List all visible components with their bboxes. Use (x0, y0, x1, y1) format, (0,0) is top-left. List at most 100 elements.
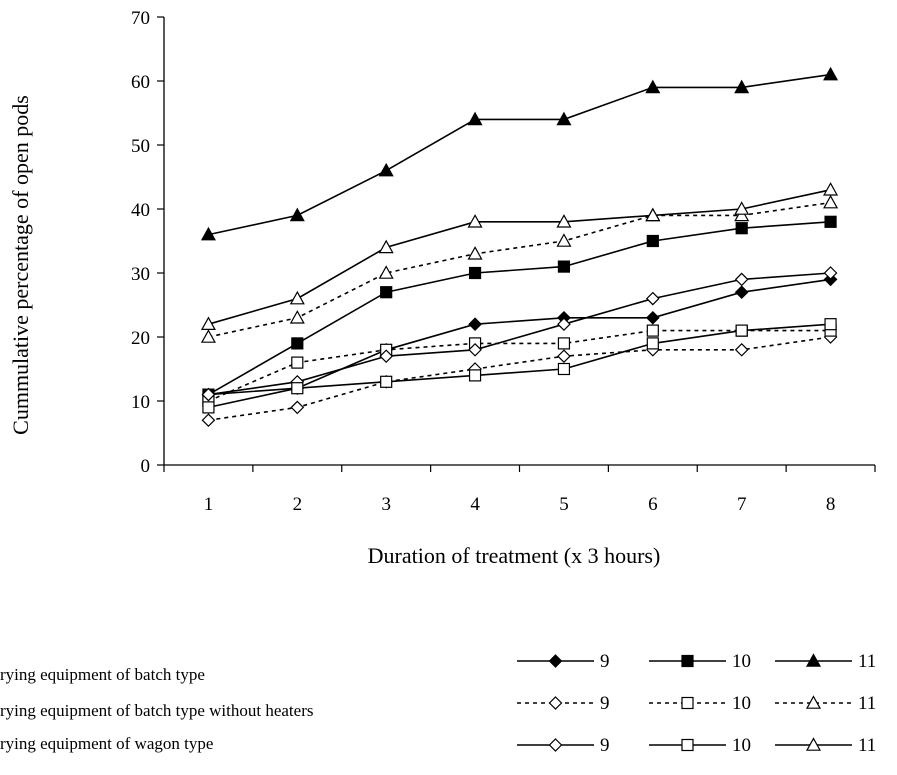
data-point (468, 342, 482, 357)
data-point (556, 233, 572, 247)
series-line (208, 221, 831, 396)
data-point (202, 401, 215, 414)
y-tick-label: 70 (131, 8, 150, 29)
data-point (289, 207, 305, 222)
data-point (290, 400, 305, 415)
data-point (734, 342, 749, 357)
data-point (557, 337, 571, 350)
x-axis-title: Duration of treatment (x 3 hours) (368, 543, 661, 568)
data-point (557, 317, 571, 332)
legend-label: 11 (858, 735, 876, 756)
legend-marker (548, 696, 563, 710)
series-8 (200, 182, 839, 330)
y-tick-label: 40 (131, 200, 150, 221)
y-tick-label: 10 (131, 392, 150, 413)
x-tick-label: 2 (293, 494, 303, 515)
legend-marker (548, 738, 563, 752)
data-point (823, 66, 839, 81)
series-line (208, 329, 831, 402)
series-6 (201, 266, 838, 402)
series-7 (202, 318, 837, 414)
legend-marker (681, 738, 694, 752)
data-point (289, 310, 305, 324)
data-point (645, 291, 660, 306)
data-point (467, 214, 483, 228)
data-point (467, 111, 483, 126)
y-tick-label: 0 (141, 456, 151, 477)
data-point (646, 324, 659, 337)
legend-group-label: rying equipment of batch type without he… (0, 701, 313, 720)
legend-label: 10 (732, 693, 751, 714)
legend-marker (681, 654, 694, 668)
legend-label: 11 (858, 651, 876, 672)
y-tick-label: 20 (131, 328, 150, 349)
series-line (208, 323, 831, 409)
legend-entry: 10 (649, 693, 751, 714)
data-point (291, 337, 304, 350)
x-tick-label: 6 (648, 494, 658, 515)
series-2 (200, 66, 839, 241)
data-point (824, 318, 837, 331)
legend: rying equipment of batch type rying equip… (0, 651, 876, 756)
data-point (556, 111, 572, 126)
y-tick-label: 60 (131, 72, 150, 93)
data-point (200, 329, 216, 343)
data-point (467, 246, 483, 260)
legend-entry: 9 (517, 735, 610, 756)
series-line (208, 201, 831, 338)
legend-entry: 10 (649, 651, 751, 672)
axes: 0 10 20 30 40 50 60 70 1 2 3 4 5 6 7 8 (131, 8, 876, 515)
legend-group-label: rying equipment of wagon type (0, 734, 213, 753)
legend-label: 10 (732, 651, 751, 672)
legend-entry: 11 (775, 735, 876, 756)
data-point (200, 226, 216, 241)
data-point (468, 369, 482, 382)
data-point (557, 362, 571, 376)
data-point (557, 260, 571, 273)
series-line (208, 272, 831, 396)
legend-label: 11 (858, 693, 876, 714)
x-tick-label: 3 (381, 494, 391, 515)
series-line (208, 278, 831, 396)
series-line (208, 336, 831, 421)
data-point (380, 375, 393, 388)
legend-entry: 11 (775, 693, 876, 714)
data-point (378, 239, 394, 254)
legend-entry: 11 (775, 651, 876, 672)
data-point (556, 214, 572, 228)
legend-entry: 10 (649, 735, 751, 756)
data-point (645, 79, 661, 94)
data-point (734, 272, 749, 287)
data-point (735, 222, 748, 235)
legend-label: 9 (600, 735, 610, 756)
legend-marker (548, 654, 563, 668)
legend-entry: 9 (517, 651, 610, 672)
data-point (557, 349, 571, 364)
data-point (201, 387, 216, 402)
data-point (289, 290, 305, 305)
data-point (468, 266, 482, 280)
x-tick-label: 5 (559, 494, 569, 515)
data-point (378, 162, 394, 177)
x-tick-label: 4 (470, 494, 480, 515)
data-point (468, 317, 482, 332)
x-tick-label: 8 (826, 494, 836, 515)
x-tick-label: 7 (737, 494, 747, 515)
legend-entry: 9 (517, 693, 610, 714)
data-point (645, 310, 660, 325)
y-tick-label: 50 (131, 136, 150, 157)
data-point (201, 413, 216, 428)
data-point (735, 324, 748, 337)
data-point (646, 234, 659, 248)
data-point (824, 215, 837, 228)
legend-label: 10 (732, 735, 751, 756)
legend-marker (681, 696, 694, 710)
data-point (200, 316, 216, 330)
series-line (208, 73, 831, 236)
y-tick-label: 30 (131, 264, 150, 285)
data-point (823, 266, 838, 280)
data-point (379, 349, 394, 364)
data-point (380, 286, 393, 299)
series-layer (200, 66, 839, 428)
series-line (208, 189, 831, 325)
